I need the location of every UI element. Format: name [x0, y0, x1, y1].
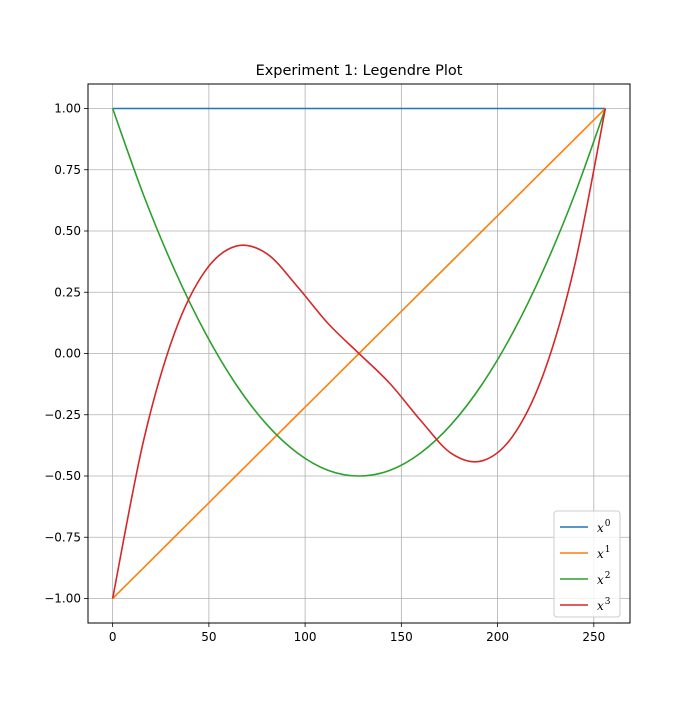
series-line-x2: [111, 108, 607, 477]
x-tick-label: 50: [201, 630, 216, 644]
legend-box: [553, 510, 621, 618]
legend-label: x3: [597, 597, 611, 613]
y-tick-label: 0.00: [54, 347, 81, 361]
series-line-x3: [111, 108, 607, 599]
y-tick-label: −1.00: [44, 592, 81, 606]
legend-label-exponent: 3: [605, 597, 611, 607]
legend-label: x2: [597, 571, 611, 587]
x-tick-label: 150: [390, 630, 413, 644]
legend-label-base: x: [597, 599, 604, 613]
legend-label-base: x: [597, 547, 604, 561]
y-tick-label: 0.75: [54, 163, 81, 177]
x-tick-label: 250: [582, 630, 605, 644]
series-lines: [111, 107, 607, 600]
y-tick-label: 0.50: [54, 224, 81, 238]
y-tick-label: 1.00: [54, 102, 81, 116]
legend-label-exponent: 1: [605, 545, 611, 555]
x-tick-label: 0: [109, 630, 117, 644]
legend-label-exponent: 0: [605, 519, 611, 529]
axis-ticks: 0 50 100 150 200 250 1.00 0.75 0.50 0.25 0.00 −0.25…: [44, 102, 605, 645]
chart-title: Experiment 1: Legendre Plot: [256, 63, 463, 79]
legend-label-base: x: [597, 521, 604, 535]
x-tick-label: 200: [486, 630, 509, 644]
y-tick-label: −0.75: [44, 530, 81, 544]
x-tick-label: 100: [294, 630, 317, 644]
y-tick-label: 0.25: [54, 285, 81, 299]
legend-label: x1: [597, 545, 611, 561]
legend-label: x0: [597, 519, 611, 535]
legend-label-exponent: 2: [605, 571, 611, 581]
legend-label-base: x: [597, 573, 604, 587]
y-tick-label: −0.25: [44, 408, 81, 422]
y-tick-label: −0.50: [44, 469, 81, 483]
